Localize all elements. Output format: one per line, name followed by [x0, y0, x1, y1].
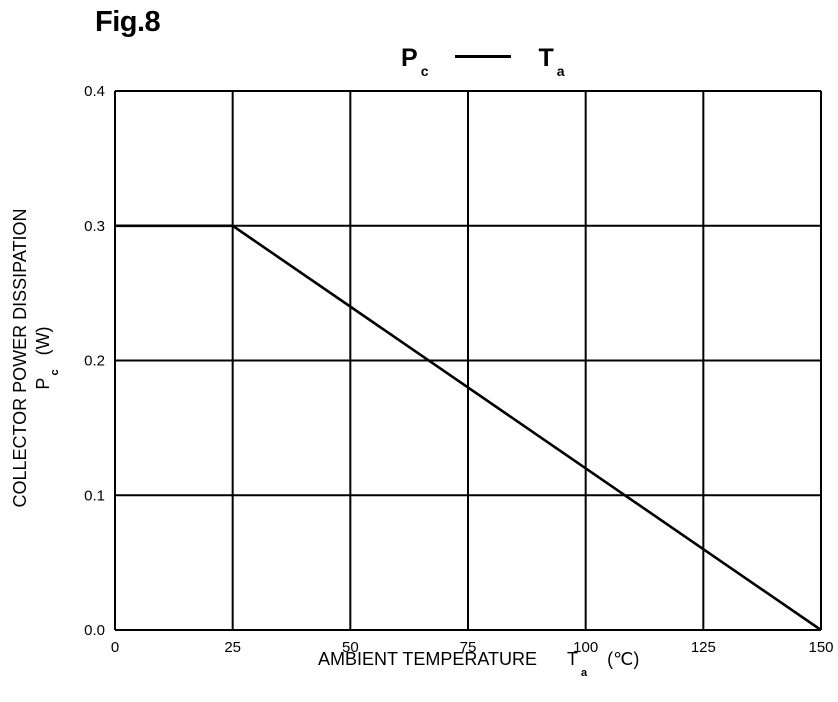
grid-lines — [114, 90, 822, 631]
y-tick-label-3: 0.3 — [84, 218, 105, 235]
x-tick-label-4: 100 — [573, 639, 598, 656]
x-tick-label-1: 25 — [224, 639, 241, 656]
x-axis-unit: (℃) — [607, 649, 640, 669]
y-tick-label-1: 0.1 — [84, 487, 105, 504]
legend-pc-subscript: c — [420, 63, 429, 79]
x-tick-label-3: 75 — [460, 639, 477, 656]
x-tick-label-6: 150 — [808, 639, 833, 656]
x-axis-symbol: T — [567, 649, 579, 669]
x-tick-label-2: 50 — [342, 639, 359, 656]
legend-pc-symbol: P — [401, 44, 418, 72]
y-tick-label-0: 0.0 — [84, 622, 105, 639]
y-tick-label-4: 0.4 — [84, 83, 105, 100]
y-axis-symbol: P — [33, 377, 53, 390]
x-axis-label-text: AMBIENT TEMPERATURE — [318, 649, 538, 669]
y-axis-unit: (W) — [33, 326, 53, 356]
x-tick-label-5: 125 — [691, 639, 716, 656]
series-line-0 — [115, 224, 822, 632]
legend-dash — [455, 54, 512, 58]
y-axis-subscript: c — [49, 369, 61, 376]
y-tick-label-2: 0.2 — [84, 353, 105, 370]
legend-ta-symbol: T — [538, 44, 554, 72]
y-axis-label-text: COLLECTOR POWER DISSIPATION — [10, 208, 30, 508]
y-axis-label: COLLECTOR POWER DISSIPATION Pc (W) — [10, 208, 61, 508]
legend-ta-subscript: a — [556, 63, 565, 79]
series-layer — [115, 224, 822, 632]
x-axis-label: AMBIENT TEMPERATURE Ta (℃) — [318, 649, 640, 679]
tick-labels: 0 25 50 75 100 125 150 0.0 0.1 0.2 0.3 0.4 — [84, 83, 833, 656]
figure-label: Fig.8 — [95, 6, 161, 38]
x-tick-label-0: 0 — [111, 639, 119, 656]
x-axis-subscript: a — [581, 667, 588, 679]
